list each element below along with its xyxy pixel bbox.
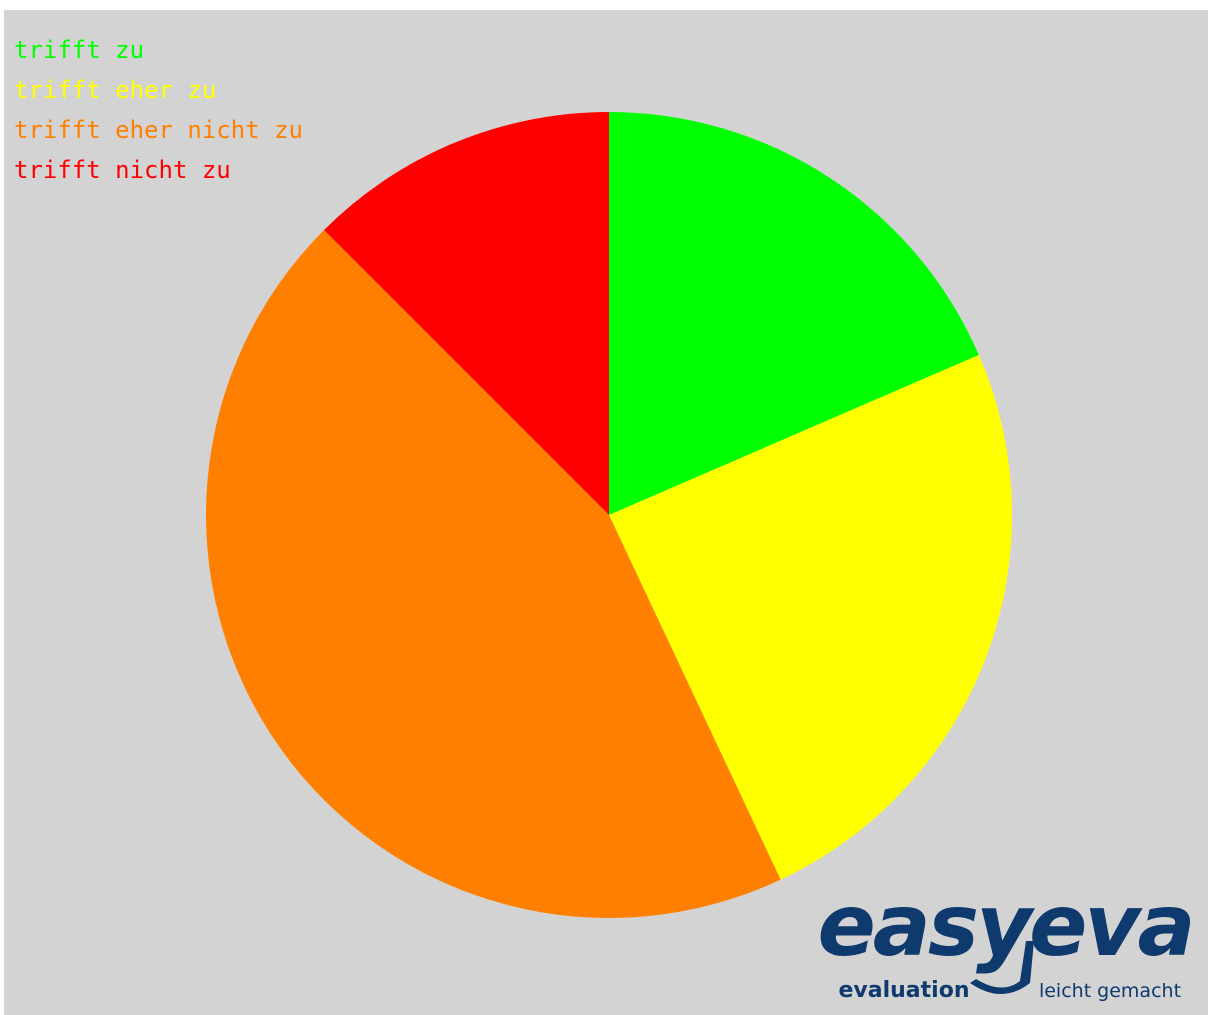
logo-swoosh — [970, 941, 1034, 994]
pie-slice-trifft-nicht-zu — [324, 112, 609, 515]
pie-slice-trifft-eher-zu — [609, 354, 1012, 880]
legend-item-trifft-eher-zu: trifft eher zu — [14, 76, 217, 104]
logo-tagline-right: leicht gemacht — [1039, 980, 1181, 1002]
logo-tagline-left: evaluation — [839, 978, 970, 1003]
legend-item-trifft-zu: trifft zu — [14, 36, 145, 64]
pie-chart — [206, 112, 1012, 919]
easyeva-logo: easyeva evaluation leicht gemacht — [820, 879, 1190, 1009]
legend-item-trifft-eher-nicht-zu: trifft eher nicht zu — [14, 116, 303, 144]
pie-slice-trifft-zu — [609, 112, 979, 515]
pie-slice-trifft-eher-nicht-zu — [206, 230, 781, 919]
chart-panel: trifft zu trifft eher zu trifft eher nic… — [4, 10, 1208, 1015]
logo-wordmark: easyeva — [820, 879, 1190, 976]
legend: trifft zu trifft eher zu trifft eher nic… — [14, 30, 303, 190]
legend-item-trifft-nicht-zu: trifft nicht zu — [14, 156, 231, 184]
